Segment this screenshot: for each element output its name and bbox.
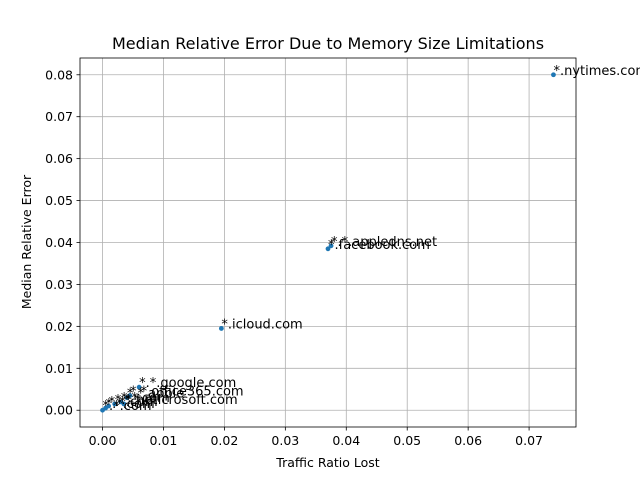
y-tick-label: 0.06 [45,151,73,166]
y-tick-label: 0.01 [45,361,73,376]
data-point [121,401,127,407]
grid-layer [80,58,576,427]
x-tick-label: 0.04 [332,433,360,448]
data-point [325,246,331,252]
y-tick-label: 0.02 [45,319,73,334]
x-tick-label: 0.07 [515,433,543,448]
point-annotation: *.*.apple [127,387,184,402]
y-axis-label: Median Relative Error [19,174,34,309]
point-annotation: *.*.com [109,395,158,410]
data-point [100,407,105,413]
chart-title: Median Relative Error Due to Memory Size… [112,34,544,53]
data-point [112,401,118,407]
x-tick-label: 0.05 [393,433,421,448]
data-point [328,243,334,249]
x-tick-label: 0.02 [210,433,238,448]
points-layer [100,72,556,413]
annotations-layer: *.nytimes.com *.*.appledns.net*.facebook.… [103,64,640,414]
x-tick-label: 0.03 [271,433,299,448]
data-point [124,395,130,401]
data-point [218,326,224,331]
point-annotation: *.*.appledns.net [331,235,437,250]
y-tick-label: 0.04 [45,235,73,250]
point-annotation: *.*.office365.com [130,385,244,400]
point-annotation: *.*.com [106,397,155,412]
data-point [136,384,142,390]
x-axis-label: Traffic Ratio Lost [275,455,379,470]
x-tick-label: 0.00 [89,433,117,448]
point-annotation: *.*.com [121,391,170,406]
point-annotation: *.*.com [103,399,152,414]
y-tick-label: 0.08 [45,67,73,82]
point-annotation: *.icloud.com [221,317,302,332]
x-axis-ticks: 0.00 0.01 0.02 0.03 0.04 0.05 0.06 0.07 [89,427,543,448]
y-tick-label: 0.00 [45,403,73,418]
point-annotation: *.facebook.com [328,238,430,253]
point-annotation: *.*.microsoft.com [124,393,238,408]
x-tick-label: 0.01 [150,433,178,448]
point-annotation: *.*.google.com [139,376,236,391]
x-tick-label: 0.06 [454,433,482,448]
y-tick-label: 0.05 [45,193,73,208]
data-point [551,72,556,78]
point-annotation: *.*.net [115,393,158,408]
y-axis-ticks: 0.00 0.01 0.02 0.03 0.04 0.05 0.06 0.07 0.08 [45,67,80,418]
y-tick-label: 0.07 [45,109,73,124]
y-tick-label: 0.03 [45,277,73,292]
point-annotation: *.nytimes.com [553,64,640,79]
